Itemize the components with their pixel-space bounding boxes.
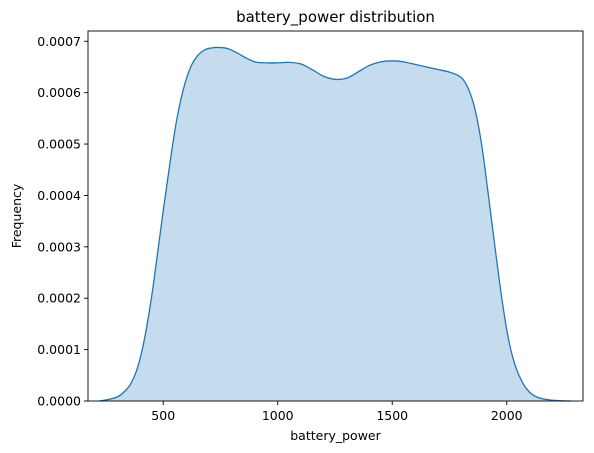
x-tick-label: 1500 bbox=[376, 408, 408, 423]
density-area-fill bbox=[99, 47, 571, 402]
y-axis-label: Frequency bbox=[9, 183, 24, 248]
y-tick-label: 0.0005 bbox=[37, 137, 81, 152]
density-line bbox=[99, 46, 571, 402]
x-axis-label: battery_power bbox=[290, 428, 381, 443]
chart-title: battery_power distribution bbox=[236, 8, 435, 27]
plot-frame bbox=[87, 30, 584, 402]
y-tick-label: 0.0002 bbox=[37, 291, 81, 306]
y-axis-ticks: 0.0000 0.0001 0.0002 0.0003 0.0004 0.0005 0.00… bbox=[37, 34, 88, 409]
x-axis-ticks: 500 1000 1500 2000 bbox=[151, 401, 523, 423]
y-tick-label: 0.0003 bbox=[37, 239, 81, 254]
y-tick-label: 0.0000 bbox=[37, 394, 81, 409]
x-tick-label: 500 bbox=[151, 408, 175, 423]
y-tick-label: 0.0007 bbox=[37, 34, 81, 49]
x-tick-label: 1000 bbox=[262, 408, 294, 423]
y-tick-label: 0.0006 bbox=[37, 85, 81, 100]
y-tick-label: 0.0004 bbox=[37, 188, 81, 203]
x-tick-label: 2000 bbox=[491, 408, 523, 423]
y-tick-label: 0.0001 bbox=[37, 342, 81, 357]
plot-area bbox=[99, 46, 571, 402]
